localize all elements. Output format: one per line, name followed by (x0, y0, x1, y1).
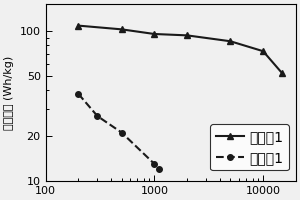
实施例1 (152, 33, 156, 35)
Legend: 实施例1, 对比例1: 实施例1, 对比例1 (210, 124, 289, 170)
Line: 实施例1: 实施例1 (76, 23, 285, 76)
实施例1 (280, 72, 284, 75)
对比例1 (120, 131, 123, 134)
实施例1 (261, 50, 265, 52)
对比例1 (96, 115, 99, 117)
实施例1 (185, 34, 189, 37)
对比例1 (152, 163, 156, 165)
对比例1 (157, 168, 160, 170)
实施例1 (76, 24, 80, 27)
实施例1 (229, 40, 232, 42)
Line: 对比例1: 对比例1 (76, 91, 162, 172)
Y-axis label: 能量密度 (Wh/kg): 能量密度 (Wh/kg) (4, 55, 14, 130)
实施例1 (120, 28, 123, 31)
对比例1 (76, 93, 80, 95)
